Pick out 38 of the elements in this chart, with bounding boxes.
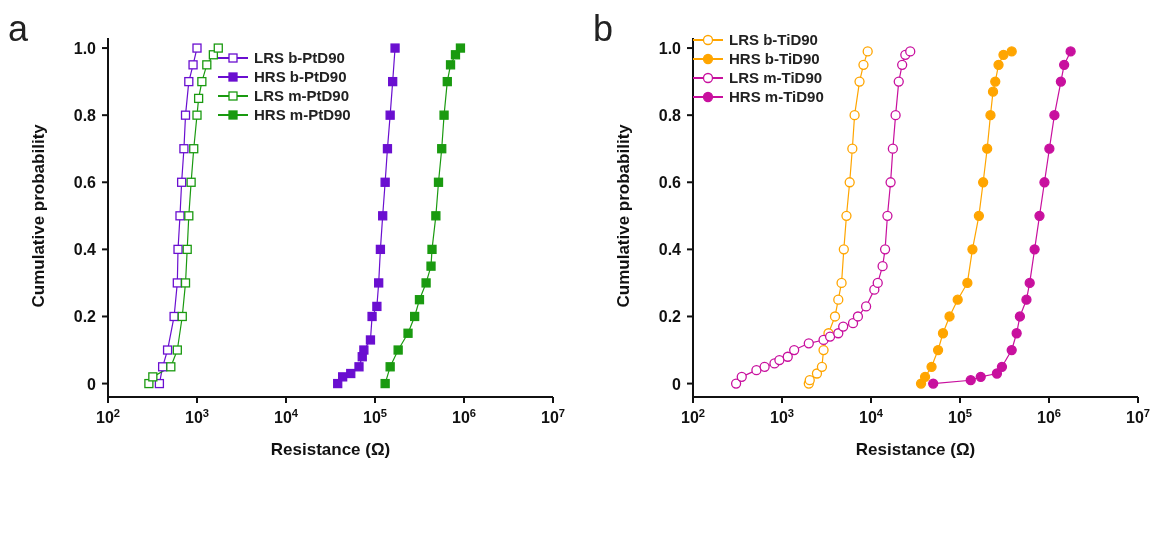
y-tick-label: 0.4 [73, 241, 97, 259]
legend-label: HRS b-PtD90 [254, 67, 347, 86]
legend-label: LRS b-PtD90 [254, 48, 345, 67]
legend-label: HRS b-TiD90 [729, 49, 820, 68]
x-tick-label: 10$^{7}$ [540, 407, 566, 426]
x-tick-label: 10$^{4}$ [858, 407, 884, 426]
legend-label: HRS m-TiD90 [729, 87, 824, 106]
legend-label: LRS m-PtD90 [254, 86, 350, 105]
y-tick-label: 0.4 [658, 241, 682, 259]
x-tick-label: 10$^{3}$ [769, 407, 795, 426]
y-axis-title: Cumulative probability [614, 123, 634, 308]
x-tick-label: 10$^{5}$ [362, 407, 388, 426]
x-tick-label: 10$^{6}$ [1036, 407, 1062, 426]
y-tick-label: 0.8 [73, 107, 97, 125]
x-tick-label: 10$^{4}$ [273, 407, 299, 426]
x-tick-label: 10$^{6}$ [451, 407, 477, 426]
y-tick-label: 0 [87, 375, 97, 393]
y-tick-label: 0.2 [658, 308, 682, 326]
legend-label: HRS m-PtD90 [254, 105, 351, 124]
y-tick-label: 1.0 [658, 40, 682, 58]
x-tick-label: 10$^{2}$ [680, 407, 706, 426]
chart-title: a [8, 8, 29, 50]
x-axis-title: Resistance (Ω) [270, 440, 391, 459]
legend-label: LRS m-TiD90 [729, 68, 823, 87]
y-tick-label: 0 [672, 375, 682, 393]
x-tick-label: 10$^{2}$ [95, 407, 121, 426]
y-tick-label: 0.6 [73, 174, 97, 192]
x-tick-label: 10$^{5}$ [947, 407, 973, 426]
y-tick-label: 0.2 [73, 308, 97, 326]
y-tick-label: 1.0 [73, 40, 97, 58]
x-axis-title: Resistance (Ω) [855, 440, 976, 459]
legend-label: LRS b-TiD90 [729, 30, 818, 49]
y-tick-label: 0.8 [658, 107, 682, 125]
x-tick-label: 10$^{7}$ [1125, 407, 1151, 426]
y-tick-label: 0.6 [658, 174, 682, 192]
y-axis-title: Cumulative probability [29, 123, 49, 308]
x-tick-label: 10$^{3}$ [184, 407, 210, 426]
chart-title: b [593, 8, 614, 50]
